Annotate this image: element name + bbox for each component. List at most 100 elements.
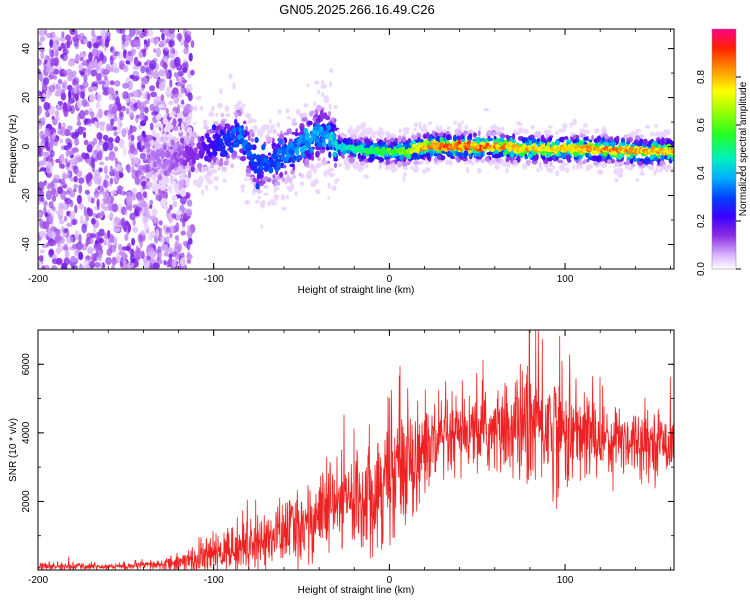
heatmap-cell xyxy=(299,125,305,131)
heatmap-cell xyxy=(131,157,135,166)
heatmap-cell xyxy=(96,132,103,140)
heatmap-cell xyxy=(363,174,370,180)
heatmap-cell xyxy=(402,161,408,168)
snr-background xyxy=(38,330,674,570)
heatmap-cell xyxy=(177,117,183,124)
heatmap-cell xyxy=(585,152,589,158)
heatmap-cell xyxy=(182,165,186,170)
heatmap-cell xyxy=(309,111,314,117)
heatmap-cell xyxy=(149,204,153,209)
heatmap-cell xyxy=(103,179,109,189)
heatmap-cell xyxy=(505,167,509,174)
heatmap-cell xyxy=(244,177,248,182)
heatmap-cell xyxy=(152,161,158,168)
heatmap-cell xyxy=(351,133,358,139)
heatmap-cell xyxy=(40,196,45,202)
heatmap-cell xyxy=(492,131,496,137)
heatmap-cell xyxy=(314,80,320,85)
heatmap-cell xyxy=(168,40,175,48)
heatmap-cell xyxy=(426,152,431,160)
heatmap-cell xyxy=(60,164,65,169)
heatmap-cell xyxy=(74,29,78,36)
heatmap-cell xyxy=(38,141,41,147)
heatmap-cell xyxy=(331,133,337,140)
heatmap-cell xyxy=(63,215,68,222)
heatmap-cell xyxy=(132,218,136,226)
heatmap-cell xyxy=(59,36,66,42)
heatmap-cell xyxy=(56,246,61,255)
heatmap-cell xyxy=(39,190,45,198)
heatmap-cell xyxy=(77,156,84,162)
snr-plot: -200 -100 0 100 2000 4000 6000 Height of strai… xyxy=(8,329,675,596)
heatmap-cell xyxy=(79,215,84,225)
heatmap-cell xyxy=(185,30,192,37)
heatmap-cell xyxy=(38,255,44,262)
heatmap-cell xyxy=(617,172,624,178)
heatmap-cell xyxy=(91,86,98,92)
heatmap-cell xyxy=(173,72,178,78)
heatmap-cell xyxy=(111,106,118,114)
heatmap-cell xyxy=(357,152,361,159)
heatmap-cell xyxy=(134,75,140,81)
heatmap-cell xyxy=(360,122,367,128)
heatmap-cell xyxy=(176,210,183,216)
heatmap-cell xyxy=(145,99,150,105)
heatmap-cell xyxy=(160,198,168,205)
heatmap-cell xyxy=(108,94,113,100)
heatmap-cell xyxy=(328,172,335,178)
heatmap-cell xyxy=(604,142,610,147)
heatmap-cell xyxy=(171,259,177,268)
heatmap-cell xyxy=(62,102,68,111)
heatmap-cell xyxy=(450,146,455,151)
heatmap-cell xyxy=(640,168,644,175)
heatmap-cell xyxy=(497,151,504,157)
heatmap-cell xyxy=(372,131,377,136)
heatmap-cell xyxy=(107,137,114,143)
heatmap-cell xyxy=(290,149,295,155)
heatmap-cell xyxy=(119,111,124,121)
heatmap-cell xyxy=(319,126,324,133)
heatmap-cell xyxy=(38,72,43,82)
heatmap-cell xyxy=(187,169,192,180)
heatmap-cell xyxy=(445,160,450,165)
heatmap-cell xyxy=(302,145,308,152)
heatmap-cell xyxy=(61,31,65,38)
heatmap-cell xyxy=(489,125,496,130)
heatmap-cell xyxy=(169,185,172,189)
heatmap-cell xyxy=(39,161,46,166)
heatmap-cell xyxy=(234,111,238,119)
heatmap-cell xyxy=(316,104,322,112)
heatmap-cell xyxy=(69,190,76,198)
heatmap-cell xyxy=(242,120,247,125)
heatmap-cell xyxy=(180,187,186,194)
heatmap-cell xyxy=(186,199,193,207)
heatmap-cell xyxy=(483,107,490,112)
spectrogram-ytick-label: -40 xyxy=(21,237,32,252)
heatmap-cell xyxy=(135,170,141,178)
heatmap-cell xyxy=(142,48,147,58)
heatmap-cell xyxy=(183,106,189,114)
heatmap-cell xyxy=(663,155,668,160)
heatmap-cell xyxy=(557,159,563,164)
heatmap-cell xyxy=(607,159,612,164)
heatmap-cell xyxy=(436,127,442,134)
heatmap-cell xyxy=(266,159,271,166)
heatmap-cell xyxy=(46,164,51,175)
heatmap-cell xyxy=(129,29,136,37)
heatmap-cell xyxy=(125,107,130,115)
heatmap-cell xyxy=(107,141,114,151)
heatmap-cell xyxy=(218,137,223,144)
heatmap-cell xyxy=(83,38,89,44)
heatmap-cell xyxy=(49,51,55,58)
heatmap-cell xyxy=(320,114,327,119)
heatmap-cell xyxy=(59,138,64,144)
colorbar-tick-label: 0.0 xyxy=(696,262,707,276)
heatmap-cell xyxy=(111,264,116,269)
heatmap-cell xyxy=(93,225,97,234)
heatmap-cell xyxy=(51,240,57,246)
heatmap-cell xyxy=(181,66,188,73)
heatmap-cell xyxy=(103,199,111,205)
heatmap-cell xyxy=(130,134,135,141)
heatmap-cell xyxy=(443,138,446,142)
